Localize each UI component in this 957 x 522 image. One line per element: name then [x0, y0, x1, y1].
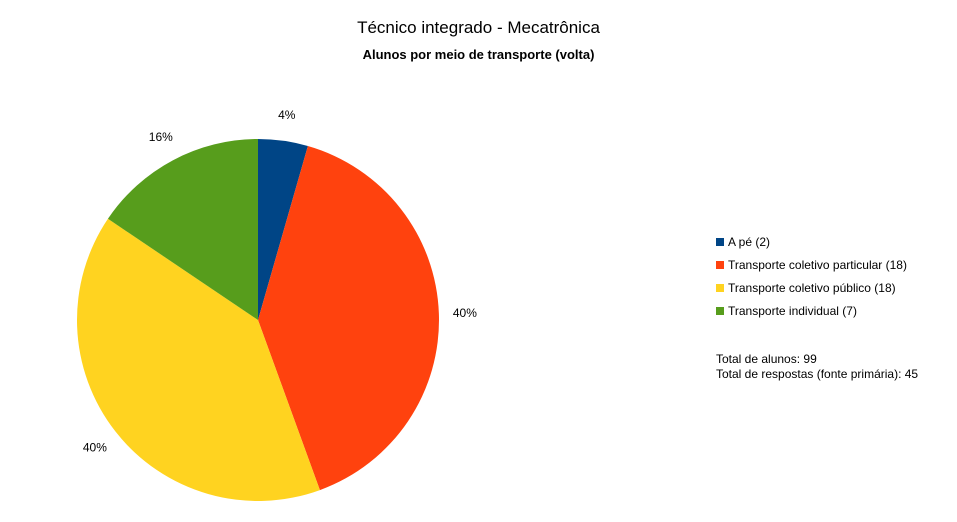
legend-label: Transporte coletivo particular (18) [728, 257, 907, 272]
slice-percent-label: 4% [278, 108, 296, 122]
legend-label: A pé (2) [728, 234, 771, 249]
legend-item: Transporte coletivo público (18) [716, 276, 907, 299]
total-responses-note: Total de respostas (fonte primária): 45 [716, 367, 919, 381]
slice-percent-label: 40% [453, 306, 477, 320]
legend-item: Transporte individual (7) [716, 299, 907, 322]
legend-swatch [716, 260, 724, 269]
legend-label: Transporte coletivo público (18) [728, 280, 896, 295]
slice-percent-label: 40% [83, 440, 107, 454]
slice-percent-label: 16% [149, 130, 173, 144]
pie-slice [258, 146, 439, 491]
legend-item: A pé (2) [716, 230, 907, 253]
chart-notes: Total de alunos: 99 Total de respostas (… [716, 352, 918, 382]
chart-subtitle: Alunos por meio de transporte (volta) [362, 47, 595, 62]
chart-title: Técnico integrado - Mecatrônica [357, 18, 600, 37]
pie-slice [107, 139, 258, 320]
legend-swatch [716, 306, 724, 315]
total-students-note: Total de alunos: 99 [716, 352, 817, 366]
pie-slice [77, 218, 320, 501]
legend-swatch [716, 237, 724, 246]
legend: A pé (2) Transporte coletivo particular … [716, 230, 907, 322]
pie-slice [258, 139, 308, 320]
legend-label: Transporte individual (7) [728, 303, 857, 318]
legend-swatch [716, 283, 724, 292]
legend-item: Transporte coletivo particular (18) [716, 253, 907, 276]
